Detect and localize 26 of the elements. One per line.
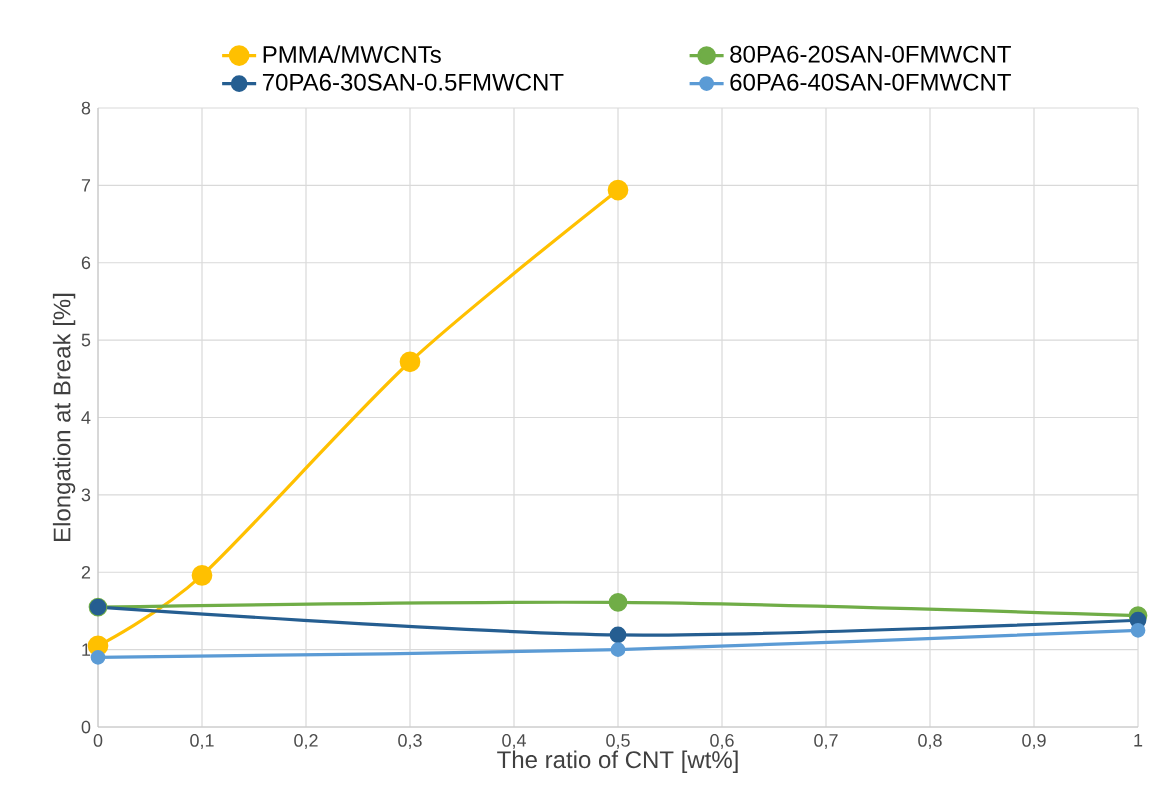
legend-label: 70PA6-30SAN-0.5FMWCNT — [262, 73, 564, 91]
y-tick-label: 8 — [81, 101, 91, 115]
x-tick-label: 0,2 — [294, 734, 318, 749]
legend-label: 60PA6-40SAN-0FMWCNT — [730, 73, 1011, 91]
legend-label: PMMA/MWCNTs — [263, 45, 441, 63]
y-tick-label: 7 — [81, 179, 91, 192]
x-tick-label: 0,1 — [190, 734, 214, 749]
y-tick-label: 2 — [81, 565, 91, 579]
x-tick-label: 0,5 — [606, 734, 630, 749]
x-tick-label: 0,3 — [398, 734, 422, 749]
x-tick-label: 0,6 — [710, 734, 734, 749]
legend-label: 80PA6-20SAN-0FMWCNT — [730, 45, 1011, 63]
x-tick-label: 0,8 — [918, 734, 942, 749]
y-tick-label: 6 — [81, 256, 91, 270]
y-tick-label: 1 — [82, 643, 91, 656]
x-tick-label: 0 — [93, 734, 103, 747]
y-axis-title: Elongation at Break [%] — [52, 293, 76, 541]
x-tick-label: 0,9 — [1022, 734, 1046, 749]
x-tick-label: 0,4 — [502, 734, 526, 749]
y-tick-label: 0 — [81, 720, 91, 734]
y-tick-label: 4 — [81, 411, 91, 424]
x-tick-label: 0,7 — [814, 734, 838, 749]
y-tick-label: 3 — [81, 488, 91, 502]
y-tick-label: 5 — [81, 333, 91, 347]
x-axis-title: The ratio of CNT [wt%] — [497, 750, 738, 773]
x-tick-label: 1 — [1134, 734, 1143, 747]
